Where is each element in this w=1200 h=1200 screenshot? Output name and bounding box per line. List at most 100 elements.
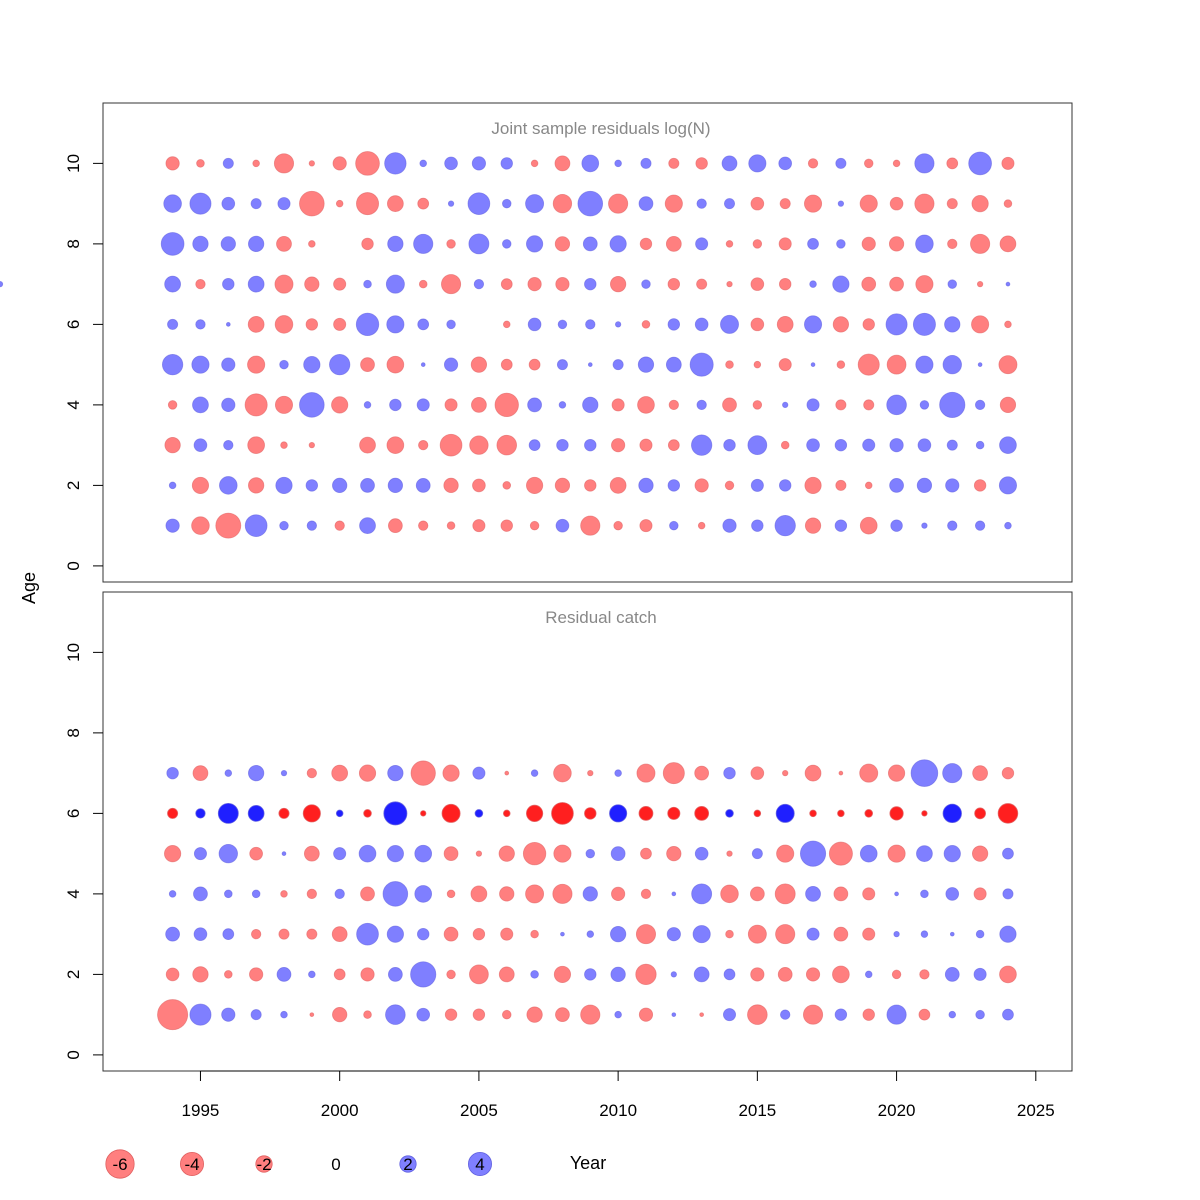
residual-bubble [551, 802, 574, 825]
residual-bubble [305, 479, 319, 492]
residual-bubble [614, 321, 622, 328]
residual-bubble [838, 770, 844, 776]
residual-bubble [999, 235, 1017, 253]
residual-bubble [308, 442, 315, 449]
residual-bubble [528, 439, 541, 452]
residual-bubble [168, 890, 177, 898]
residual-bubble [222, 277, 235, 291]
residual-bubble [443, 846, 459, 861]
y-axis-bottom: 0 2 4 6 8 10 [64, 643, 103, 1060]
x-axis: 1995 2000 2005 2010 2015 2020 2025 [182, 1070, 1055, 1120]
residual-bubble [610, 966, 626, 983]
residual-bubble [387, 235, 404, 253]
legend-label: -6 [112, 1155, 127, 1174]
residual-bubble [383, 801, 408, 826]
residual-bubble [886, 394, 907, 416]
residual-bubble [697, 521, 706, 530]
residual-bubble [441, 274, 462, 295]
residual-bubble [280, 1010, 288, 1019]
legend-bubble [105, 1149, 135, 1179]
residual-bubble [473, 279, 485, 290]
residual-bubble [248, 765, 265, 782]
residual-bubble [554, 155, 571, 172]
residual-bubble [218, 843, 238, 864]
residual-bubble [691, 434, 713, 456]
residual-bubble [696, 278, 708, 290]
residual-bubble [748, 154, 767, 173]
residual-bubble [752, 400, 763, 410]
residual-bubble [167, 807, 179, 819]
residual-bubble [584, 968, 597, 981]
residual-bubble [500, 927, 514, 941]
residual-bubble [474, 809, 484, 818]
residual-bubble [999, 396, 1017, 414]
residual-bubble [971, 315, 990, 334]
residual-bubble [528, 358, 541, 371]
residual-bubble [276, 236, 292, 252]
residual-bubble [667, 277, 681, 291]
residual-bubble [780, 1009, 791, 1020]
residual-bubble [410, 961, 437, 988]
residual-bubble [837, 200, 845, 207]
residual-bubble [862, 438, 876, 452]
residual-bubble [502, 1009, 512, 1020]
residual-bubble [280, 441, 288, 449]
residual-bubble [779, 198, 791, 210]
residual-bubble [582, 396, 599, 414]
residual-bubble [413, 233, 434, 254]
residual-bubble [355, 151, 380, 176]
residual-bubble [417, 927, 430, 941]
residual-bubble [749, 886, 765, 902]
residual-bubble [472, 519, 486, 533]
residual-bubble [722, 397, 737, 413]
residual-bubble [274, 395, 294, 414]
residual-bubble [553, 844, 572, 863]
residual-bubble [775, 924, 796, 945]
residual-bubble [662, 762, 685, 785]
residual-bubble [530, 769, 539, 777]
residual-bubble [388, 967, 403, 982]
residual-bubble [500, 358, 513, 371]
residual-bubble [580, 515, 601, 536]
residual-bubble [893, 931, 900, 938]
residual-bubble [608, 193, 629, 214]
residual-bubble [669, 520, 679, 531]
residual-bubble [723, 438, 736, 452]
residual-bubble [915, 234, 934, 254]
residual-bubble [446, 889, 456, 899]
residual-bubble [526, 804, 544, 822]
residual-bubble [667, 318, 681, 331]
residual-bubble [805, 967, 821, 982]
residual-bubble [752, 239, 763, 249]
residual-bubble [165, 518, 180, 533]
residual-bubble [639, 519, 653, 533]
legend-label: 0 [331, 1155, 340, 1174]
residual-bubble [308, 160, 315, 167]
residual-bubble [667, 439, 680, 452]
residual-bubble [722, 518, 737, 533]
residual-bubble [999, 925, 1017, 943]
residual-bubble [387, 195, 404, 212]
residual-bubble [222, 928, 235, 941]
residual-bubble [946, 439, 958, 451]
residual-bubble [836, 239, 846, 249]
residual-bubble [191, 355, 210, 374]
residual-bubble [191, 516, 210, 535]
residual-bubble [864, 809, 873, 818]
residual-bubble [864, 158, 874, 169]
residual-bubble [442, 764, 460, 782]
residual-bubble [555, 518, 570, 533]
residual-bubble [637, 396, 655, 414]
x-tick-label: 2020 [878, 1101, 916, 1120]
residual-bubble [809, 809, 817, 818]
residual-bubble [470, 356, 488, 373]
residual-bubble [750, 766, 765, 780]
residual-bubble [384, 152, 407, 175]
y-tick-label: 8 [64, 728, 83, 737]
residual-bubble [363, 809, 372, 818]
residual-bubble [525, 194, 545, 214]
residual-bubble [920, 889, 929, 899]
residual-bubble [530, 970, 539, 979]
residual-bubble [945, 887, 960, 901]
residual-bubble [299, 392, 325, 418]
